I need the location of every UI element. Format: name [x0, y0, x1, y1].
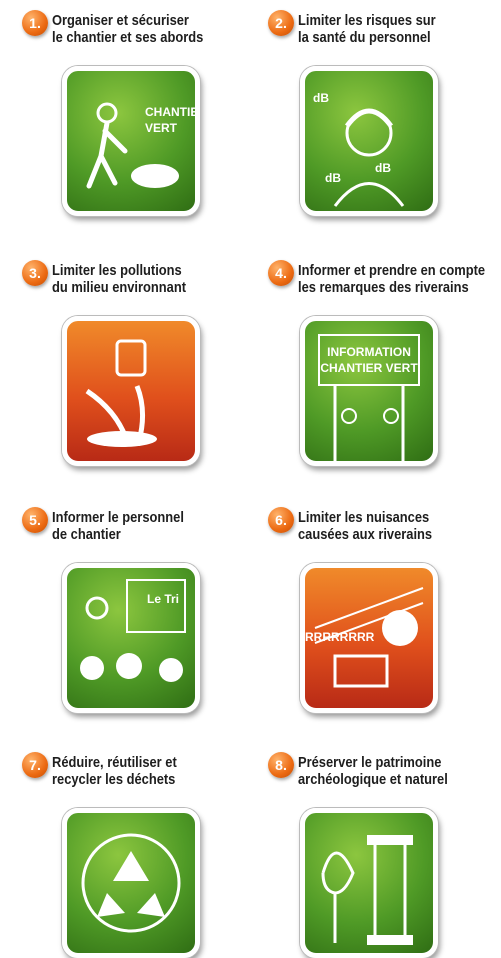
title-line: archéologique et naturel: [298, 771, 448, 788]
icon-shape: [97, 851, 165, 917]
title-line: Limiter les nuisances: [298, 509, 432, 526]
icon: CHANTIER VERT: [62, 66, 200, 216]
icon-shape: [87, 431, 157, 447]
icon-shape: [89, 123, 125, 186]
title-line: Informer et prendre en compte: [298, 262, 485, 279]
icon: INFORMATION CHANTIER VERT: [300, 316, 438, 466]
icon: [62, 316, 200, 466]
icon-text: CHANTIER VERT: [305, 361, 433, 375]
icon-text: Le Tri: [147, 592, 179, 606]
icon: Le Tri: [62, 563, 200, 713]
icon-shape: [319, 335, 419, 385]
icon-drawing: [305, 321, 433, 461]
icon-shape: [335, 656, 387, 686]
icon-shape: [367, 935, 413, 945]
title-line: la santé du personnel: [298, 29, 436, 46]
icon-shape: [131, 164, 179, 188]
icon-shape: [159, 658, 183, 682]
icon-shape: [127, 580, 185, 632]
title-line: du milieu environnant: [52, 279, 186, 296]
icon-shape: [117, 341, 145, 375]
page: (() => { const data = JSON.parse(documen…: [0, 0, 501, 958]
icon-shape: [347, 111, 391, 126]
icon-drawing: [67, 568, 195, 708]
title-line: Préserver le patrimoine: [298, 754, 448, 771]
title-line: Réduire, réutiliser et: [52, 754, 177, 771]
icon-drawing: [305, 813, 433, 953]
number-badge: 7.: [22, 752, 48, 778]
title-line: le chantier et ses abords: [52, 29, 203, 46]
title-line: les remarques des riverains: [298, 279, 485, 296]
icon-drawing: [67, 813, 195, 953]
icon-shape: [335, 184, 403, 207]
number-badge: 8.: [268, 752, 294, 778]
title-line: recycler les déchets: [52, 771, 177, 788]
title-line: causées aux riverains: [298, 526, 432, 543]
icon-text: INFORMATION: [305, 345, 433, 359]
icon: [300, 808, 438, 958]
icon: RRRRRRRR: [300, 563, 438, 713]
icon-text: dB: [325, 171, 341, 185]
icon-drawing: [67, 321, 195, 461]
title-line: Informer le personnel: [52, 509, 184, 526]
number-badge: 5.: [22, 507, 48, 533]
title-line: de chantier: [52, 526, 184, 543]
icon-text: dB: [375, 161, 391, 175]
number-badge: 2.: [268, 10, 294, 36]
icon-shape: [323, 853, 353, 943]
icon-text: VERT: [145, 121, 177, 135]
icon-text: CHANTIER: [145, 105, 200, 119]
number-badge: 6.: [268, 507, 294, 533]
icon-shape: [80, 656, 104, 680]
icon-shape: [382, 610, 418, 646]
icon-shape: [367, 835, 413, 845]
icon-shape: [116, 653, 142, 679]
icon-text: dB: [313, 91, 329, 105]
number-badge: 3.: [22, 260, 48, 286]
title-line: Limiter les pollutions: [52, 262, 186, 279]
icon-drawing: [67, 71, 195, 211]
number-badge: 4.: [268, 260, 294, 286]
icon-shape: [384, 409, 398, 423]
icon: dB dB dB: [300, 66, 438, 216]
title-line: Organiser et sécuriser: [52, 12, 203, 29]
icon-shape: [98, 104, 116, 122]
icon-text: RRRRRRRR: [305, 630, 374, 644]
icon-shape: [87, 598, 107, 618]
title-line: Limiter les risques sur: [298, 12, 436, 29]
icon-shape: [342, 409, 356, 423]
number-badge: 1.: [22, 10, 48, 36]
icon-shape: [375, 843, 405, 938]
icon: [62, 808, 200, 958]
